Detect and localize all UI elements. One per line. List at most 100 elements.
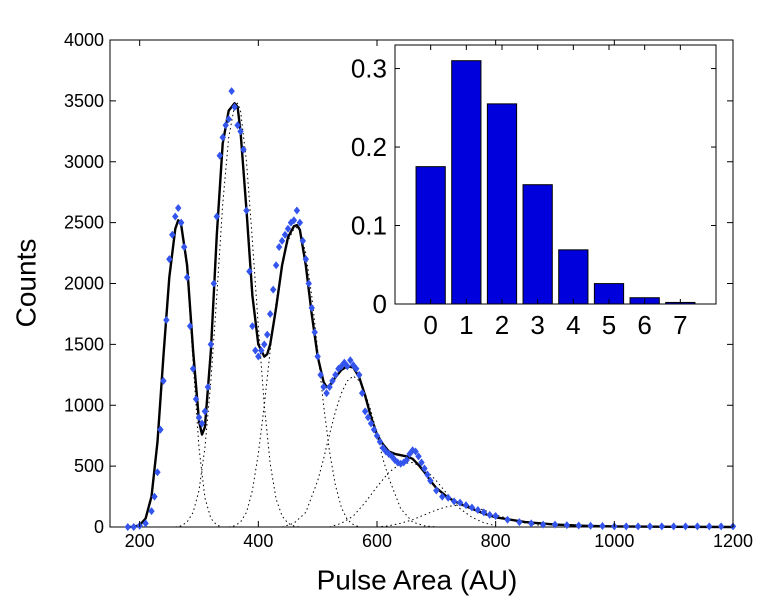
data-point-marker (364, 413, 372, 422)
data-points (124, 87, 737, 531)
data-point-marker (474, 505, 482, 514)
data-point-marker (326, 382, 333, 391)
y-tick-label: 1500 (64, 334, 104, 354)
data-point-marker (317, 370, 324, 379)
inset-bar-0 (415, 166, 446, 305)
fit-curve-line (127, 102, 734, 529)
data-point-marker (302, 255, 309, 264)
data-point-marker (492, 512, 499, 521)
data-point-marker (376, 437, 384, 446)
data-point-marker (225, 115, 232, 124)
data-point-marker (353, 364, 360, 373)
data-point-marker (130, 523, 137, 531)
data-point-marker (231, 102, 238, 111)
data-point-marker (237, 127, 244, 136)
data-point-marker (456, 498, 464, 507)
data-point-marker (222, 121, 229, 130)
inset-x-tick-label: 5 (602, 310, 616, 340)
inset-x-tick-label: 3 (530, 310, 544, 340)
data-point-marker (180, 242, 188, 251)
data-point-marker (195, 413, 203, 422)
main-plot: 200 400 600 800 1000 120005001000150020002500… (10, 30, 753, 595)
data-point-marker (634, 522, 642, 531)
inset-x-tick-label: 4 (566, 310, 580, 340)
data-point-marker (361, 407, 369, 416)
data-point-marker (192, 395, 200, 404)
data-point-marker (228, 87, 235, 96)
data-point-marker (264, 330, 271, 339)
data-point-marker (166, 255, 173, 264)
x-tick-label: 1200 (713, 531, 753, 551)
data-point-marker (246, 267, 253, 276)
data-point-marker (201, 407, 209, 416)
data-point-marker (516, 518, 523, 527)
data-point-marker (358, 389, 366, 398)
data-point-marker (258, 346, 265, 355)
x-tick-label: 1000 (594, 531, 634, 551)
data-point-marker (347, 356, 354, 365)
y-tick-label: 4000 (64, 30, 104, 50)
data-point-marker (421, 464, 428, 473)
fit-curve (127, 102, 734, 529)
data-point-marker (445, 493, 452, 502)
data-point-marker (157, 425, 164, 434)
main-axis-ticks: 200 400 600 800 1000 120005001000150020002500… (64, 30, 753, 551)
fit-component-4-line (281, 375, 437, 528)
data-point-marker (575, 521, 582, 530)
data-point-marker (427, 476, 434, 485)
data-point-marker (599, 522, 606, 531)
data-point-marker (670, 522, 677, 531)
y-tick-label: 2500 (64, 213, 104, 233)
data-point-marker (314, 352, 321, 361)
data-point-marker (269, 285, 277, 294)
data-point-marker (160, 376, 167, 385)
data-point-marker (216, 151, 223, 160)
data-point-marker (308, 303, 315, 312)
y-tick-label: 3000 (64, 152, 104, 172)
data-point-marker (148, 507, 155, 516)
data-point-marker (219, 133, 226, 142)
data-point-marker (356, 370, 363, 379)
data-point-marker (243, 206, 250, 215)
inset-plot: 0 1 2 3 4 5 6 700.10.20.3 (351, 44, 717, 340)
y-axis-label: Counts (10, 239, 41, 328)
data-point-marker (154, 468, 161, 477)
data-point-marker (717, 522, 725, 531)
data-point-marker (587, 521, 594, 530)
fit-component-3-line (228, 226, 360, 528)
data-point-marker (278, 236, 286, 245)
inset-bar-1 (451, 60, 482, 305)
data-point-marker (252, 346, 259, 355)
data-point-marker (198, 419, 206, 428)
data-point-marker (178, 218, 185, 227)
y-tick-label: 0 (94, 517, 104, 537)
data-point-marker (424, 470, 431, 479)
data-point-marker (249, 322, 256, 331)
data-point-marker (142, 519, 149, 528)
data-point-marker (563, 521, 571, 530)
data-point-marker (528, 519, 535, 528)
fit-component-5-line (329, 461, 496, 528)
inset-x-tick-label: 6 (637, 310, 651, 340)
data-point-marker (373, 431, 381, 440)
inset-y-tick-label: 0.2 (351, 132, 387, 162)
data-point-marker (183, 273, 191, 282)
x-tick-label: 200 (125, 531, 155, 551)
x-tick-label: 800 (481, 531, 511, 551)
data-point-marker (163, 316, 170, 325)
data-point-marker (539, 520, 547, 529)
data-point-marker (504, 515, 511, 524)
y-tick-label: 1000 (64, 395, 104, 415)
data-point-marker (186, 322, 194, 331)
inset-bar-2 (486, 103, 518, 305)
data-point-marker (486, 510, 493, 519)
x-tick-label: 600 (362, 531, 392, 551)
inset-y-tick-label: 0.3 (351, 54, 387, 84)
data-point-marker (412, 447, 419, 456)
inset-bar-4 (558, 249, 589, 305)
data-point-marker (275, 242, 283, 251)
data-point-marker (480, 508, 487, 517)
data-point-marker (296, 218, 304, 227)
data-point-marker (189, 364, 197, 373)
data-point-marker (370, 425, 378, 434)
